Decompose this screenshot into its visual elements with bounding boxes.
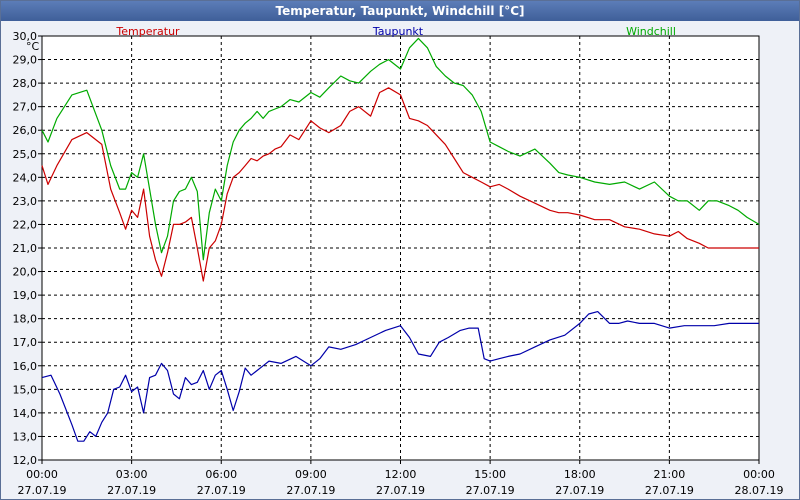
x-tick-time: 03:00	[116, 468, 148, 481]
y-tick-label: 27,0	[13, 101, 38, 114]
y-tick-label: 23,0	[13, 195, 38, 208]
y-tick-label: 21,0	[13, 242, 38, 255]
x-tick-time: 21:00	[654, 468, 686, 481]
x-tick-time: 15:00	[474, 468, 506, 481]
series-line-windchill	[41, 37, 760, 261]
legend-windchill: Windchill	[626, 25, 676, 38]
x-tick-date: 27.07.19	[645, 484, 694, 497]
y-tick-label: 17,0	[13, 336, 38, 349]
window-title: Temperatur, Taupunkt, Windchill [°C]	[1, 1, 799, 21]
y-tick-label: 28,0	[13, 77, 38, 90]
legend-temperatur: Temperatur	[115, 25, 180, 38]
x-tick-time: 18:00	[564, 468, 596, 481]
x-tick-date: 28.07.19	[735, 484, 784, 497]
x-tick-date: 27.07.19	[466, 484, 515, 497]
x-tick-time: 00:00	[743, 468, 775, 481]
y-tick-label: 18,0	[13, 313, 38, 326]
series-line-taupunkt	[41, 311, 759, 442]
y-tick-label: 19,0	[13, 289, 38, 302]
y-tick-label: 26,0	[13, 124, 38, 137]
x-tick-time: 12:00	[385, 468, 417, 481]
y-tick-label: 14,0	[13, 407, 38, 420]
y-tick-label: 25,0	[13, 148, 38, 161]
y-tick-label: 20,0	[13, 266, 38, 279]
x-tick-date: 27.07.19	[376, 484, 425, 497]
x-tick-date: 27.07.19	[18, 484, 67, 497]
y-tick-label: 12,0	[13, 454, 38, 467]
x-tick-date: 27.07.19	[197, 484, 246, 497]
y-tick-label: 13,0	[13, 430, 38, 443]
legend-taupunkt: Taupunkt	[372, 25, 424, 38]
x-tick-time: 00:00	[26, 468, 58, 481]
series-line-temperatur	[41, 87, 759, 282]
x-tick-date: 27.07.19	[286, 484, 335, 497]
x-tick-time: 06:00	[205, 468, 237, 481]
x-tick-date: 27.07.19	[107, 484, 156, 497]
x-tick-time: 09:00	[295, 468, 327, 481]
y-tick-label: 15,0	[13, 383, 38, 396]
y-tick-label: 30,0	[13, 30, 38, 43]
y-tick-label: 24,0	[13, 171, 38, 184]
x-tick-date: 27.07.19	[555, 484, 604, 497]
y-tick-label: 29,0	[13, 54, 38, 67]
y-tick-label: 16,0	[13, 360, 38, 373]
y-axis-label: °C	[26, 40, 40, 53]
y-tick-label: 22,0	[13, 218, 38, 231]
